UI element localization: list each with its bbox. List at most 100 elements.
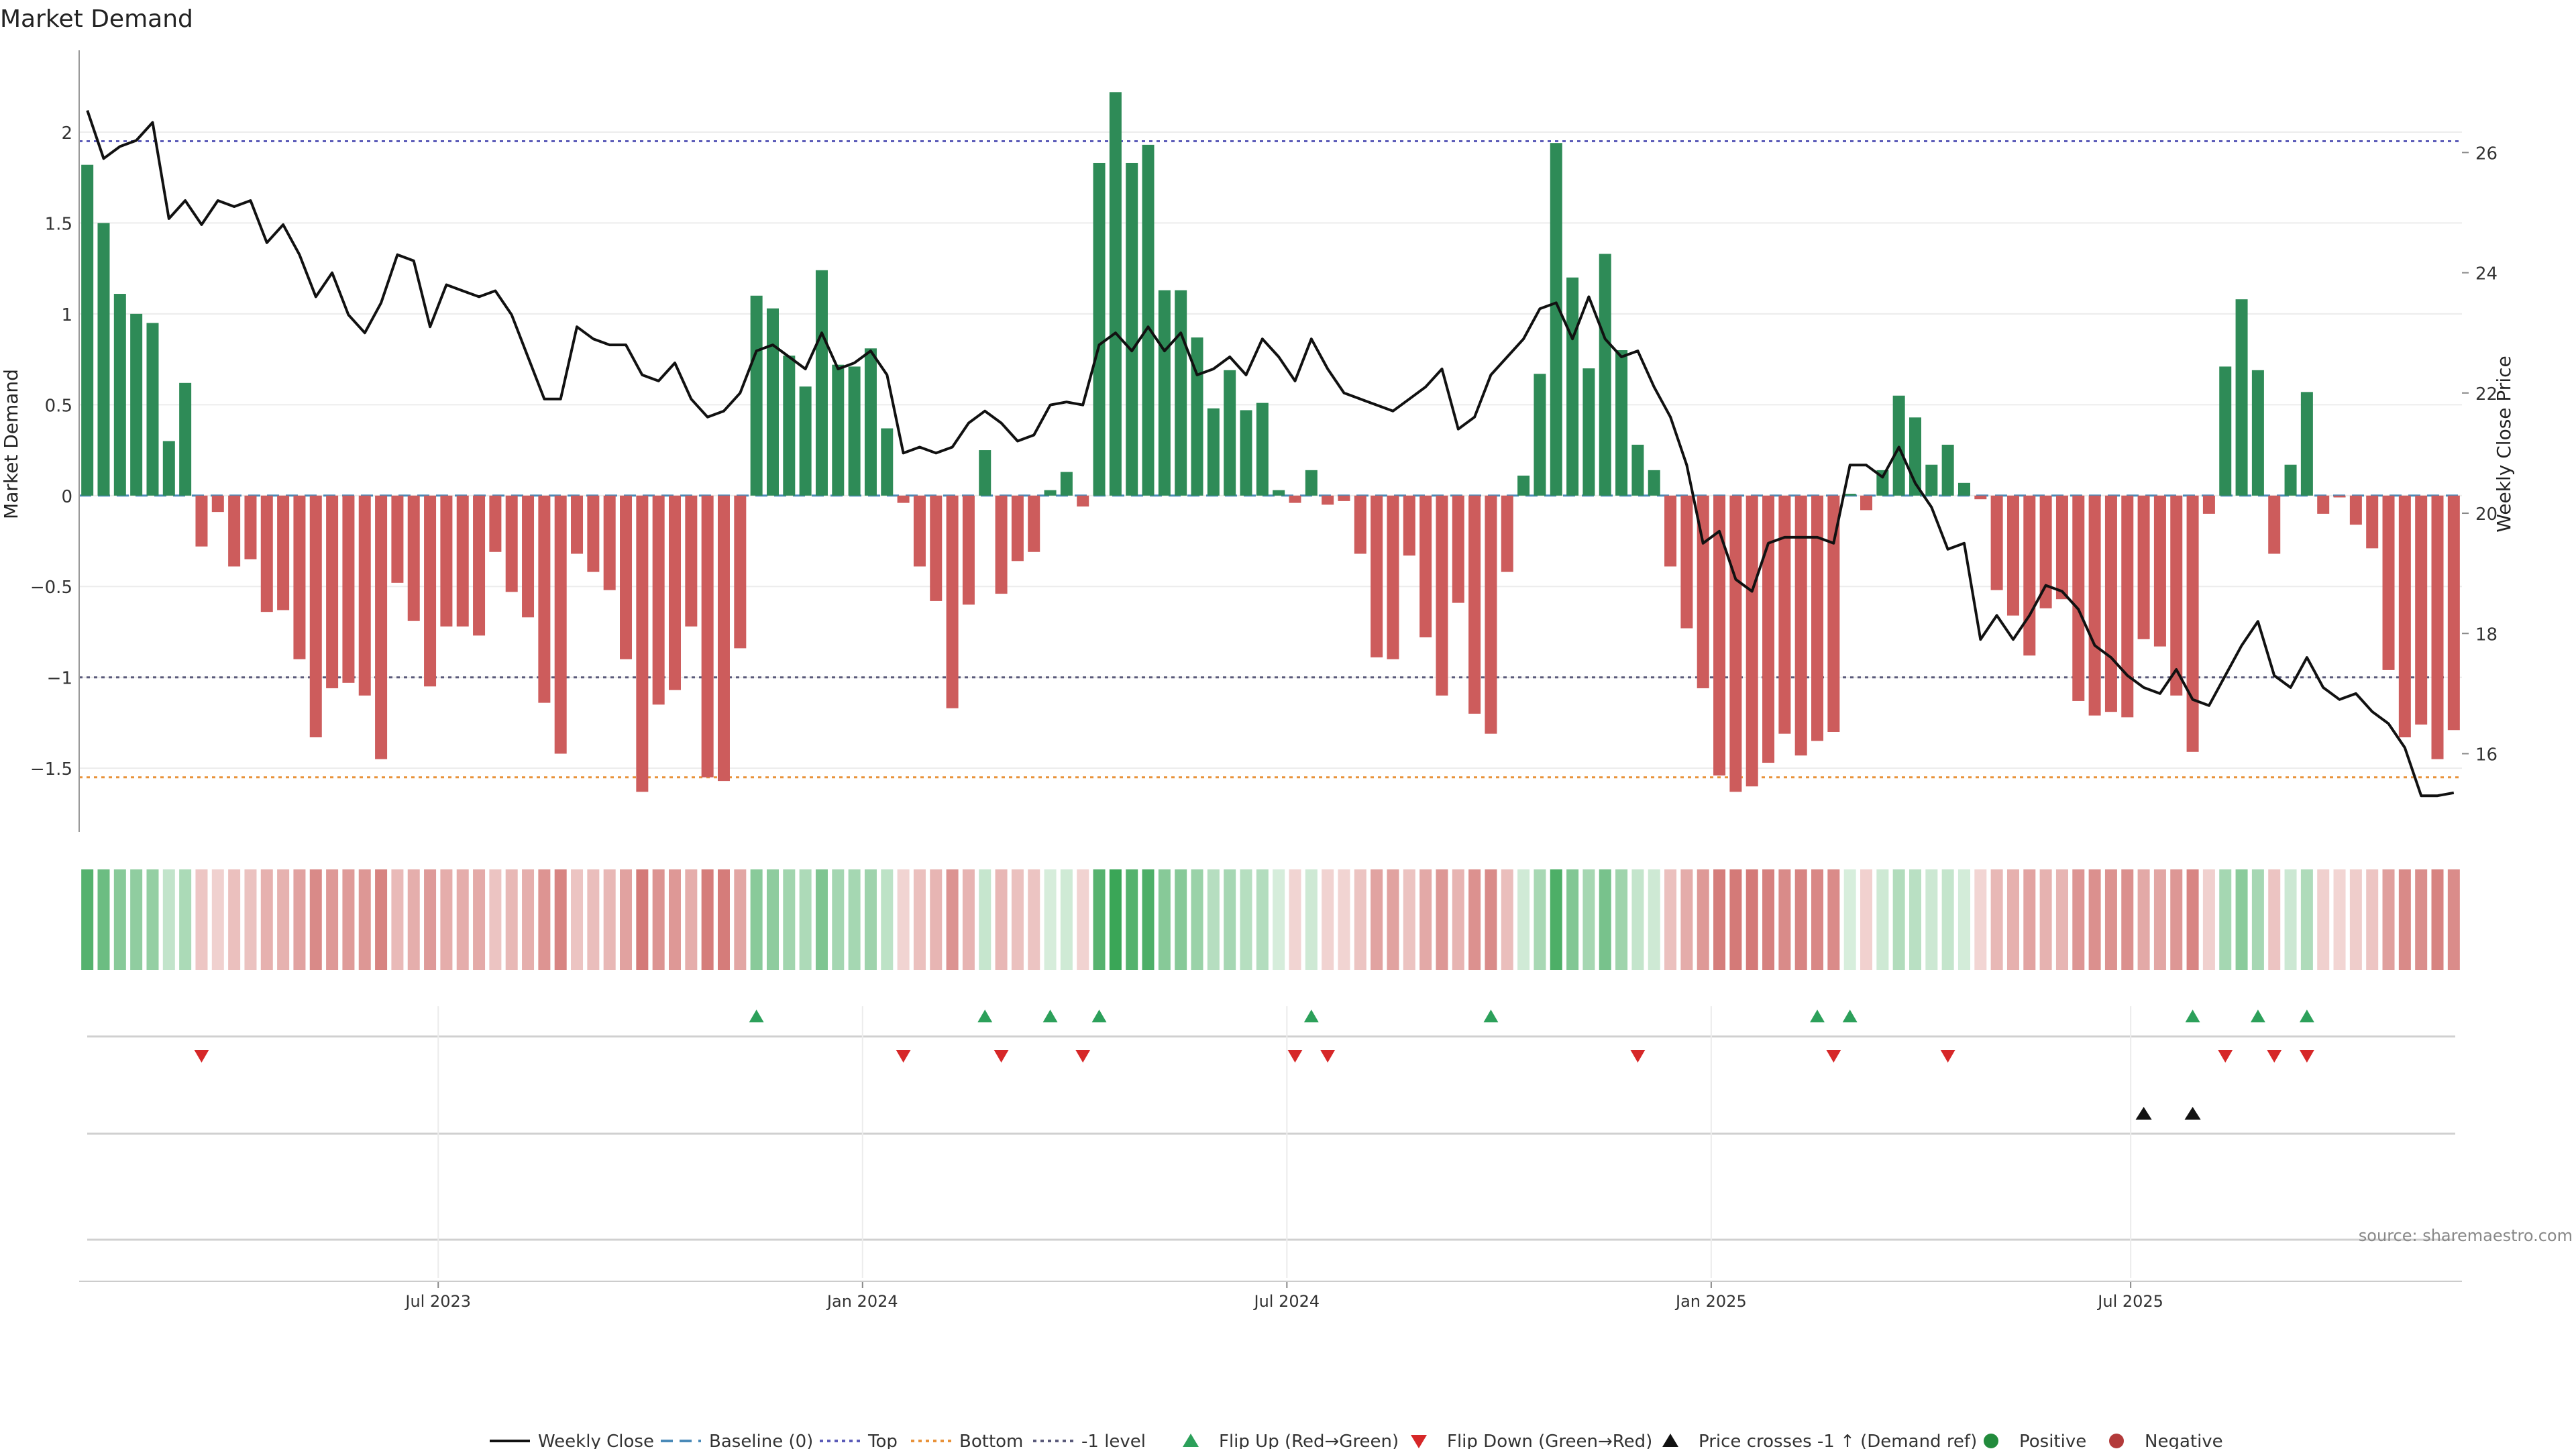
demand-bar-negative xyxy=(2055,495,2068,600)
heat-cell xyxy=(162,869,175,970)
demand-bar-positive xyxy=(1044,490,1057,496)
heat-cell xyxy=(1697,869,1709,970)
heat-cell xyxy=(1419,869,1432,970)
demand-bar-negative xyxy=(326,495,339,688)
heat-cell xyxy=(913,869,926,970)
heat-cell xyxy=(424,869,437,970)
heat-cell xyxy=(2333,869,2346,970)
heat-cell xyxy=(1485,869,1497,970)
demand-bar-negative xyxy=(211,495,224,513)
demand-bar-negative xyxy=(2023,495,2036,656)
heat-cell xyxy=(1664,869,1677,970)
demand-bar-negative xyxy=(228,495,241,567)
demand-bar-negative xyxy=(391,495,404,583)
heat-cell xyxy=(1126,869,1138,970)
heat-cell xyxy=(81,869,94,970)
x-tick-label: Jul 2024 xyxy=(1252,1292,1320,1311)
demand-bar-negative xyxy=(2333,495,2346,498)
heat-cell xyxy=(1582,869,1595,970)
axes: 2 1.5 1 0.5 0 −0.5 −1 −1.5 26 24 22 20 18 16 xyxy=(30,50,2498,832)
demand-bar-negative xyxy=(1452,495,1464,603)
heat-cell xyxy=(1338,869,1350,970)
demand-bar-negative xyxy=(2088,495,2101,716)
demand-bar-negative xyxy=(1371,495,1383,657)
heat-cell xyxy=(1990,869,2003,970)
heat-cell xyxy=(505,869,518,970)
flip-up-marker xyxy=(749,1010,764,1022)
heat-cell xyxy=(995,869,1008,970)
demand-bar-positive xyxy=(2235,299,2248,496)
gridlines xyxy=(79,131,2462,769)
demand-bar-negative xyxy=(1289,495,1301,503)
demand-bar-negative xyxy=(2202,495,2215,514)
heat-cell xyxy=(1957,869,1970,970)
demand-bar-positive xyxy=(1256,402,1269,496)
flip-down-marker xyxy=(1630,1050,1646,1063)
heat-cell xyxy=(1322,869,1334,970)
demand-bar-negative xyxy=(620,495,633,659)
heat-cell xyxy=(440,869,453,970)
demand-bar-negative xyxy=(2006,495,2019,616)
heat-cell xyxy=(2186,869,2199,970)
price-cross-panel xyxy=(87,1107,2455,1135)
heat-cell xyxy=(1794,869,1807,970)
demand-bar-negative xyxy=(2317,495,2330,514)
demand-bar-positive xyxy=(1550,143,1562,496)
demand-bar-negative xyxy=(1354,495,1366,554)
demand-bar-positive xyxy=(766,308,779,496)
demand-bar-negative xyxy=(946,495,959,708)
demand-bar-negative xyxy=(913,495,926,567)
heat-cell xyxy=(195,869,208,970)
heat-cell xyxy=(946,869,959,970)
demand-bar-positive xyxy=(1305,470,1318,496)
heat-cell xyxy=(293,869,306,970)
heat-cell xyxy=(1974,869,1987,970)
flip-up-marker xyxy=(2250,1010,2265,1022)
demand-bar-negative xyxy=(505,495,518,592)
y-tick-label: 0.5 xyxy=(45,396,72,416)
legend: Weekly Close Baseline (0) Top Bottom -1 leve… xyxy=(490,1432,2223,1449)
demand-bar-negative xyxy=(2431,495,2444,759)
demand-bar-negative xyxy=(685,495,698,627)
demand-bar-positive xyxy=(1631,444,1644,496)
demand-bar-negative xyxy=(554,495,567,754)
y2-tick-label: 26 xyxy=(2475,144,2498,164)
demand-bar-positive xyxy=(146,323,159,496)
heat-cell xyxy=(358,869,371,970)
demand-bar-negative xyxy=(636,495,649,792)
heat-cell xyxy=(2251,869,2264,970)
heat-cell xyxy=(979,869,991,970)
heat-cell xyxy=(1436,869,1448,970)
demand-bar-negative xyxy=(1794,495,1807,756)
legend-label: Positive xyxy=(2019,1432,2086,1449)
y2-tick-label: 24 xyxy=(2475,264,2498,284)
heat-cell xyxy=(538,869,551,970)
heat-cell xyxy=(2317,869,2330,970)
demand-bar-positive xyxy=(130,313,143,496)
heat-cell xyxy=(1387,869,1399,970)
demand-bar-positive xyxy=(1648,470,1660,496)
heat-cell xyxy=(799,869,812,970)
demand-bar-negative xyxy=(440,495,453,627)
legend-swatch-negative xyxy=(2109,1434,2124,1448)
demand-bar-negative xyxy=(375,495,388,759)
legend-label: Top xyxy=(867,1432,898,1449)
demand-bar-negative xyxy=(717,495,730,782)
heat-cell xyxy=(668,869,682,970)
demand-bar-negative xyxy=(652,495,665,705)
demand-bar-positive xyxy=(179,382,192,496)
demand-bar-positive xyxy=(113,294,126,496)
flip-down-marker xyxy=(2218,1050,2233,1063)
heat-cell xyxy=(734,869,747,970)
heat-cell xyxy=(2284,869,2297,970)
heat-cell xyxy=(1240,869,1252,970)
heat-cell xyxy=(1746,869,1758,970)
demand-bar-positive xyxy=(1109,92,1122,496)
heat-cell xyxy=(97,869,110,970)
heat-cell xyxy=(1452,869,1464,970)
heat-cell xyxy=(1175,869,1187,970)
heat-cell xyxy=(1648,869,1660,970)
demand-heat-strip xyxy=(81,869,2460,970)
flip-up-marker xyxy=(2185,1010,2200,1022)
